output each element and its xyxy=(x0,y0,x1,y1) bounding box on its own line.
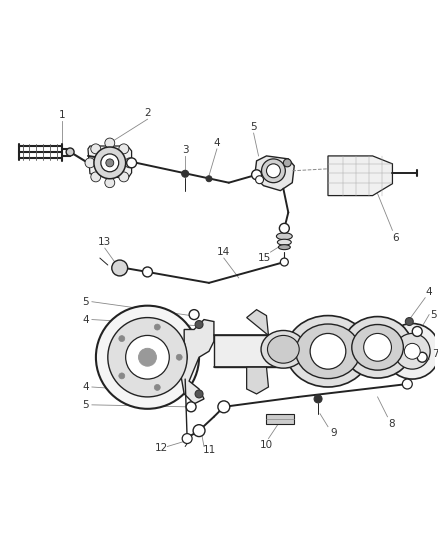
Circle shape xyxy=(280,258,288,266)
Ellipse shape xyxy=(261,330,306,368)
Circle shape xyxy=(119,172,129,182)
Circle shape xyxy=(364,334,392,361)
Circle shape xyxy=(182,171,189,177)
Circle shape xyxy=(218,401,230,413)
Circle shape xyxy=(251,170,261,180)
Circle shape xyxy=(279,223,289,233)
Circle shape xyxy=(385,324,438,379)
Text: 4: 4 xyxy=(83,382,89,392)
Circle shape xyxy=(154,384,160,390)
Circle shape xyxy=(182,434,192,443)
Circle shape xyxy=(112,260,127,276)
Circle shape xyxy=(91,144,101,154)
Ellipse shape xyxy=(277,239,291,245)
Ellipse shape xyxy=(268,335,299,363)
Polygon shape xyxy=(328,156,392,196)
Circle shape xyxy=(125,158,134,168)
Ellipse shape xyxy=(286,316,370,387)
Circle shape xyxy=(195,320,203,328)
Text: 4: 4 xyxy=(214,138,220,148)
Circle shape xyxy=(96,305,199,409)
Text: 5: 5 xyxy=(430,310,436,320)
Circle shape xyxy=(395,334,430,369)
Polygon shape xyxy=(247,367,268,394)
Circle shape xyxy=(314,395,322,403)
Circle shape xyxy=(189,310,199,320)
Text: 15: 15 xyxy=(258,253,271,263)
Circle shape xyxy=(404,343,420,359)
Text: 13: 13 xyxy=(98,237,111,247)
Text: 8: 8 xyxy=(388,419,395,429)
Circle shape xyxy=(195,390,203,398)
Ellipse shape xyxy=(279,245,290,249)
Ellipse shape xyxy=(352,325,403,370)
Ellipse shape xyxy=(296,324,360,378)
Circle shape xyxy=(119,373,125,379)
Circle shape xyxy=(85,158,95,168)
Circle shape xyxy=(154,324,160,330)
Text: 4: 4 xyxy=(83,314,89,325)
Text: 12: 12 xyxy=(155,443,168,454)
Text: 4: 4 xyxy=(426,287,432,297)
Text: 1: 1 xyxy=(59,110,66,120)
Text: 10: 10 xyxy=(260,440,273,449)
Bar xyxy=(266,414,294,424)
Circle shape xyxy=(310,334,346,369)
Circle shape xyxy=(101,154,119,172)
Polygon shape xyxy=(88,146,131,179)
Circle shape xyxy=(403,379,412,389)
Circle shape xyxy=(105,177,115,188)
Circle shape xyxy=(127,158,137,168)
Bar xyxy=(214,335,412,367)
Circle shape xyxy=(283,159,291,167)
Circle shape xyxy=(119,336,125,342)
Text: 7: 7 xyxy=(432,349,438,359)
Circle shape xyxy=(206,176,212,182)
Circle shape xyxy=(186,402,196,412)
Ellipse shape xyxy=(276,233,292,240)
Circle shape xyxy=(412,327,422,336)
Circle shape xyxy=(119,144,129,154)
Circle shape xyxy=(193,425,205,437)
Text: 6: 6 xyxy=(392,233,399,243)
Circle shape xyxy=(266,164,280,177)
Circle shape xyxy=(106,159,114,167)
Text: 9: 9 xyxy=(331,427,337,438)
Circle shape xyxy=(142,267,152,277)
Circle shape xyxy=(256,176,264,184)
Text: 3: 3 xyxy=(182,145,188,155)
Ellipse shape xyxy=(343,317,412,378)
Text: 2: 2 xyxy=(144,108,151,118)
Circle shape xyxy=(108,318,187,397)
Text: 5: 5 xyxy=(250,122,257,132)
Text: 5: 5 xyxy=(83,297,89,306)
Circle shape xyxy=(126,335,170,379)
Text: 11: 11 xyxy=(202,446,215,456)
Circle shape xyxy=(66,148,74,156)
Text: 5: 5 xyxy=(83,400,89,410)
Circle shape xyxy=(105,138,115,148)
Circle shape xyxy=(94,147,126,179)
Circle shape xyxy=(91,172,101,182)
Polygon shape xyxy=(254,156,294,191)
Text: 14: 14 xyxy=(217,247,230,257)
Circle shape xyxy=(405,318,413,326)
Polygon shape xyxy=(181,320,214,404)
Circle shape xyxy=(417,352,427,362)
Circle shape xyxy=(176,354,182,360)
Circle shape xyxy=(261,159,285,183)
Circle shape xyxy=(138,349,156,366)
Polygon shape xyxy=(247,310,268,335)
